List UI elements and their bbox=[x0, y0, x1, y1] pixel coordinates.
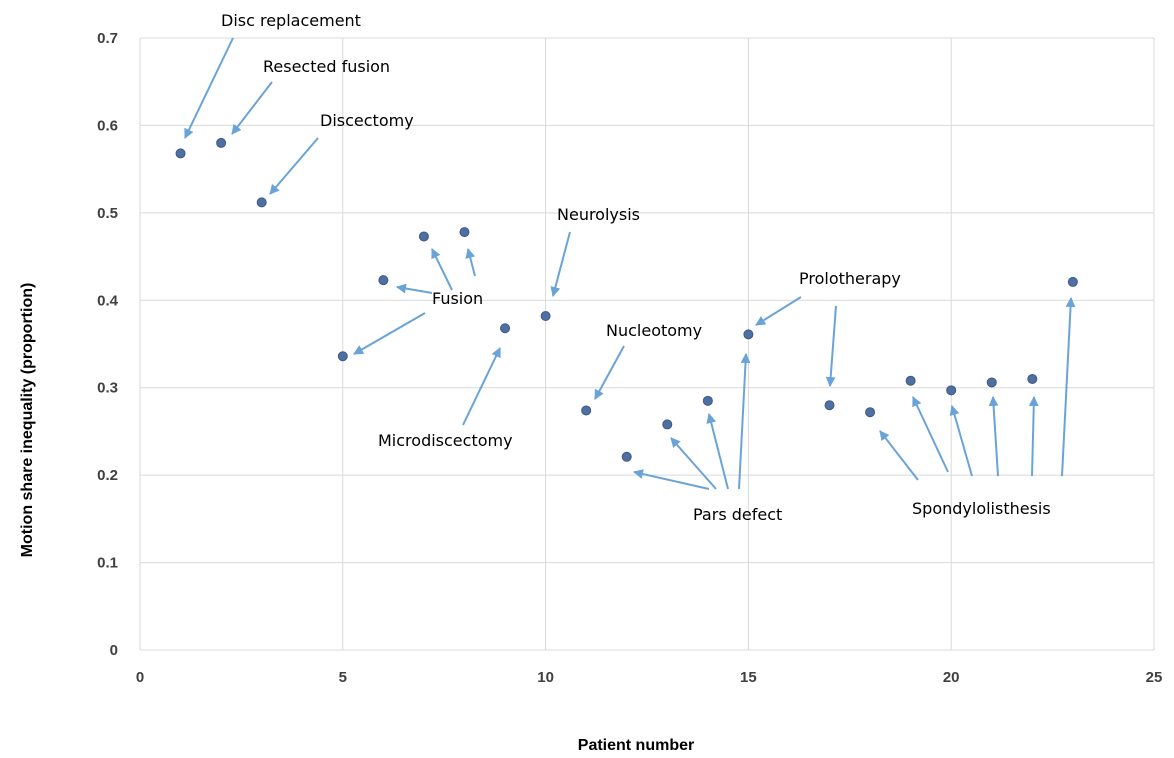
annotation-label: Disc replacement bbox=[221, 11, 361, 30]
data-points bbox=[175, 137, 1078, 462]
annotation-arrow bbox=[353, 312, 426, 355]
x-tick-label: 5 bbox=[339, 669, 347, 686]
annotation-arrow bbox=[949, 405, 973, 477]
annotation-label: Pars defect bbox=[693, 505, 782, 524]
data-point bbox=[175, 148, 186, 159]
y-tick-label: 0.1 bbox=[97, 555, 118, 572]
y-tick-label: 0.5 bbox=[97, 205, 118, 222]
data-point bbox=[621, 451, 632, 462]
annotation-arrow bbox=[738, 353, 751, 490]
annotation-arrow bbox=[550, 231, 571, 297]
y-tick-label: 0.3 bbox=[97, 380, 118, 397]
annotation-labels: Disc replacement Resected fusion Discectom… bbox=[221, 11, 1051, 524]
annotation-label: Fusion bbox=[432, 289, 483, 308]
data-point bbox=[378, 275, 389, 286]
annotation-arrow bbox=[988, 396, 999, 477]
annotation-label: Nucleotomy bbox=[606, 321, 702, 340]
annotation-arrow bbox=[879, 430, 919, 481]
annotation-arrow bbox=[269, 137, 319, 195]
annotation-arrow bbox=[465, 248, 476, 277]
y-axis-title: Motion share inequality (proportion) bbox=[19, 283, 36, 558]
data-point bbox=[581, 405, 592, 416]
annotation-label: Prolotherapy bbox=[799, 269, 901, 288]
data-point bbox=[459, 227, 470, 238]
annotation-arrow bbox=[755, 296, 802, 326]
data-point bbox=[743, 329, 754, 340]
x-tick-label: 10 bbox=[537, 669, 554, 686]
annotation-label: Resected fusion bbox=[263, 57, 390, 76]
data-point bbox=[256, 197, 267, 208]
tick-labels: 0 0.1 0.2 0.3 0.4 0.5 0.6 0.7 0 5 10 15 20 25 bbox=[97, 30, 1162, 686]
annotation-arrow bbox=[231, 81, 273, 135]
x-axis-title: Patient number bbox=[578, 737, 694, 754]
data-point bbox=[946, 385, 957, 396]
annotation-arrow bbox=[184, 37, 234, 139]
y-tick-label: 0.2 bbox=[97, 467, 118, 484]
data-point bbox=[905, 375, 916, 386]
annotation-arrow bbox=[706, 413, 729, 490]
x-tick-label: 25 bbox=[1146, 669, 1163, 686]
annotation-label: Neurolysis bbox=[557, 205, 640, 224]
data-point bbox=[216, 137, 227, 148]
annotation-arrow bbox=[825, 305, 837, 387]
grid-lines bbox=[139, 37, 1155, 651]
annotation-label: Microdiscectomy bbox=[378, 431, 513, 450]
annotation-arrow bbox=[462, 347, 501, 426]
x-tick-label: 20 bbox=[943, 669, 960, 686]
data-point bbox=[500, 323, 511, 334]
x-tick-label: 15 bbox=[740, 669, 757, 686]
data-point bbox=[418, 231, 429, 242]
x-tick-label: 0 bbox=[136, 669, 144, 686]
annotation-arrow bbox=[396, 283, 433, 294]
y-tick-label: 0.7 bbox=[97, 30, 118, 47]
annotation-arrow bbox=[633, 469, 710, 490]
data-point bbox=[540, 311, 551, 322]
data-point bbox=[1067, 276, 1078, 287]
annotation-arrow bbox=[594, 345, 625, 400]
annotation-label: Discectomy bbox=[320, 111, 414, 130]
data-point bbox=[865, 407, 876, 418]
data-point bbox=[986, 377, 997, 388]
annotation-arrow bbox=[1028, 396, 1039, 477]
y-tick-label: 0.4 bbox=[97, 292, 119, 309]
data-point bbox=[824, 400, 835, 411]
annotation-arrow bbox=[912, 396, 949, 473]
annotation-arrows bbox=[184, 37, 1076, 490]
data-point bbox=[337, 351, 348, 362]
annotation-arrow bbox=[1061, 297, 1076, 477]
annotation-label: Spondylolisthesis bbox=[912, 499, 1051, 518]
annotation-arrow bbox=[670, 437, 717, 490]
y-tick-label: 0.6 bbox=[97, 117, 118, 134]
annotation-arrow bbox=[431, 248, 453, 291]
data-point bbox=[1027, 373, 1038, 384]
data-point bbox=[662, 419, 673, 430]
data-point bbox=[702, 395, 713, 406]
y-tick-label: 0 bbox=[110, 642, 118, 659]
